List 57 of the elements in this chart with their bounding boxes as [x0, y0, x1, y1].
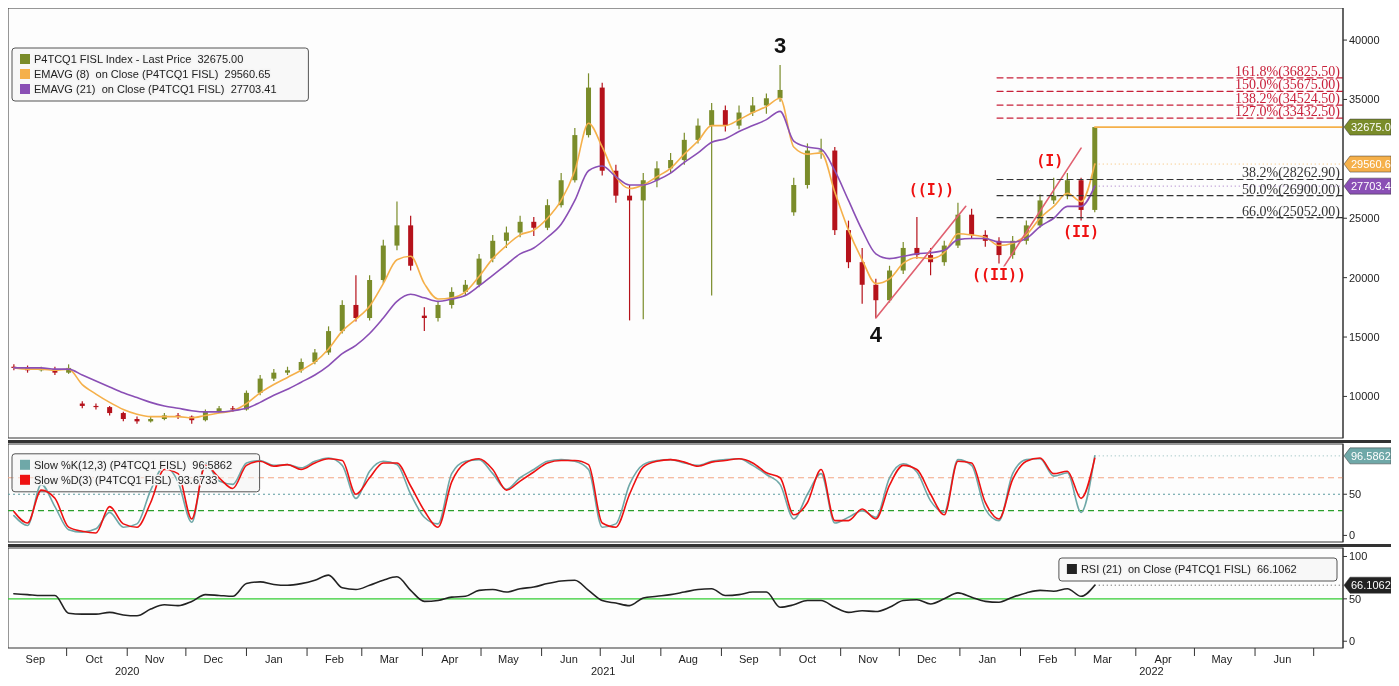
legend-label: RSI (21) on Close (P4TCQ1 FISL) 66.1062	[1080, 563, 1297, 575]
legend-label: EMAVG (8) on Close (P4TCQ1 FISL) 29560.65	[34, 68, 271, 80]
annotation: 29560.6	[1351, 158, 1391, 171]
x-tick-label: Jul	[620, 653, 635, 665]
annotation: 66.0%(25052.00)	[1242, 203, 1341, 220]
annotation: 161.8%(36825.50)	[1235, 63, 1341, 80]
annotation: 32675.0	[1351, 121, 1391, 134]
x-tick-label: Nov	[858, 653, 879, 665]
legend-label: P4TCQ1 FISL Index - Last Price 32675.00	[34, 53, 244, 65]
annotation: 38.2%(28262.90)	[1242, 165, 1341, 182]
annotation: 3	[773, 32, 787, 58]
y-tick-label: 40000	[1349, 34, 1380, 47]
x-tick-label: Aug	[678, 653, 698, 665]
annotation: 66.1062	[1351, 579, 1391, 592]
y-tick-label: 20000	[1349, 271, 1380, 284]
x-tick-label: Jun	[1273, 653, 1292, 665]
text: 2021	[590, 665, 616, 677]
x-tick-label: Oct	[85, 653, 103, 665]
x-tick-label: Apr	[441, 653, 459, 665]
x-tick-label: Dec	[916, 653, 937, 665]
annotation: 27703.4	[1351, 180, 1391, 193]
annotation: 150.0%(35675.00)	[1235, 77, 1341, 94]
x-tick-label: Jan	[978, 653, 997, 665]
x-tick-label: Sep	[739, 653, 759, 665]
annotation: (I)	[1036, 151, 1064, 170]
x-tick-label: Mar	[379, 653, 399, 665]
annotation: ((I))	[908, 181, 954, 200]
x-tick-label: Jun	[560, 653, 578, 665]
x-tick-label: Sep	[25, 653, 46, 665]
text: 2022	[1139, 665, 1164, 677]
legend-label: EMAVG (21) on Close (P4TCQ1 FISL) 27703.41	[34, 83, 277, 95]
annotation: (II)	[1063, 223, 1100, 242]
annotation: 50.0%(26900.00)	[1242, 181, 1341, 198]
y-tick-label: 50	[1349, 488, 1362, 501]
y-tick-label: 35000	[1349, 93, 1380, 106]
text: 2020	[114, 665, 140, 677]
x-tick-label: Feb	[324, 653, 344, 665]
y-tick-label: 15000	[1349, 331, 1380, 344]
x-tick-label: Feb	[1038, 653, 1058, 665]
annotation: ((II))	[971, 265, 1027, 284]
legend-label: Slow %K(12,3) (P4TCQ1 FISL) 96.5862	[34, 458, 233, 471]
y-tick-label: 10000	[1349, 390, 1380, 403]
x-tick-label: Nov	[144, 653, 165, 665]
x-tick-label: Jan	[264, 653, 283, 665]
x-tick-label: Mar	[1093, 653, 1113, 665]
x-tick-label: Oct	[798, 653, 816, 665]
y-tick-label: 0	[1349, 529, 1356, 542]
annotation: 96.5862	[1351, 449, 1391, 462]
x-tick-label: Apr	[1154, 653, 1173, 665]
y-tick-label: 100	[1349, 550, 1368, 563]
x-tick-label: May	[1211, 653, 1233, 665]
x-tick-label: Dec	[203, 653, 224, 665]
annotation: 4	[869, 321, 883, 347]
y-tick-label: 0	[1349, 635, 1356, 648]
x-tick-label: May	[497, 653, 520, 665]
y-tick-label: 50	[1349, 592, 1362, 605]
y-tick-label: 25000	[1349, 212, 1380, 225]
